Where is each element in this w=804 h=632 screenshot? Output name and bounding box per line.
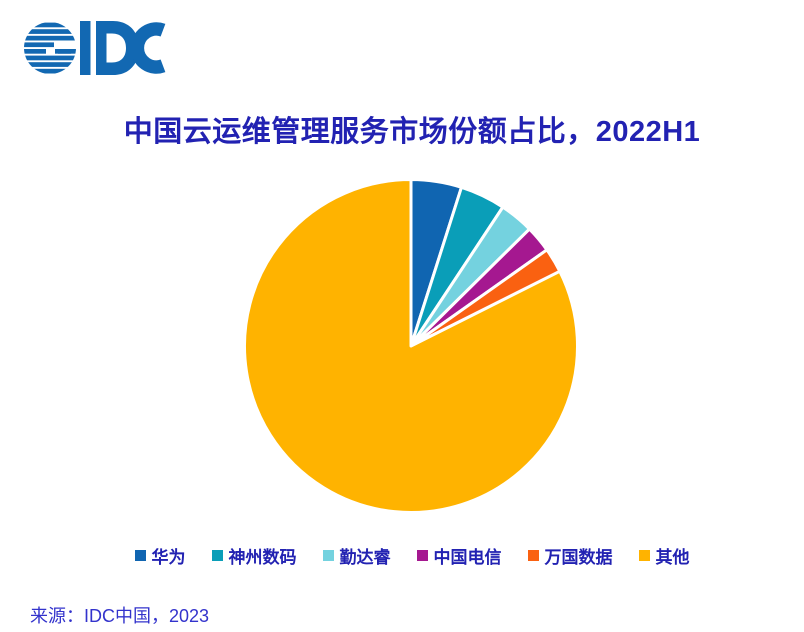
- legend-item-5: 其他: [638, 543, 690, 568]
- legend-label: 华为: [151, 548, 186, 567]
- pie-chart: [243, 178, 579, 514]
- legend-label: 中国电信: [433, 548, 502, 567]
- legend-item-3: 中国电信: [416, 543, 502, 568]
- legend-swatch-icon: [416, 550, 428, 561]
- legend-item-2: 勤达睿: [322, 543, 391, 568]
- legend-swatch-icon: [211, 550, 223, 561]
- legend-swatch-icon: [134, 550, 146, 561]
- legend-item-0: 华为: [134, 543, 186, 568]
- legend-swatch-icon: [322, 550, 334, 561]
- legend-label: 勤达睿: [339, 548, 391, 567]
- pie-slice-5: [243, 178, 579, 514]
- idc-letters: [80, 21, 166, 75]
- legend-item-4: 万国数据: [527, 543, 613, 568]
- legend-swatch-icon: [638, 550, 650, 561]
- legend-swatch-icon: [527, 550, 539, 561]
- legend-label: 神州数码: [228, 548, 297, 567]
- legend-label: 其他: [655, 548, 690, 567]
- chart-title: 中国云运维管理服务市场份额占比，2022H1: [123, 116, 701, 148]
- chart-legend: 华为 神州数码 勤达睿 中国电信 万国数据 其他: [16, 543, 804, 568]
- source-text: 来源：IDC中国，2023: [30, 606, 210, 626]
- idc-logo: [24, 21, 166, 75]
- legend-label: 万国数据: [544, 548, 613, 567]
- legend-item-1: 神州数码: [211, 543, 297, 568]
- idc-globe-icon: [24, 22, 78, 74]
